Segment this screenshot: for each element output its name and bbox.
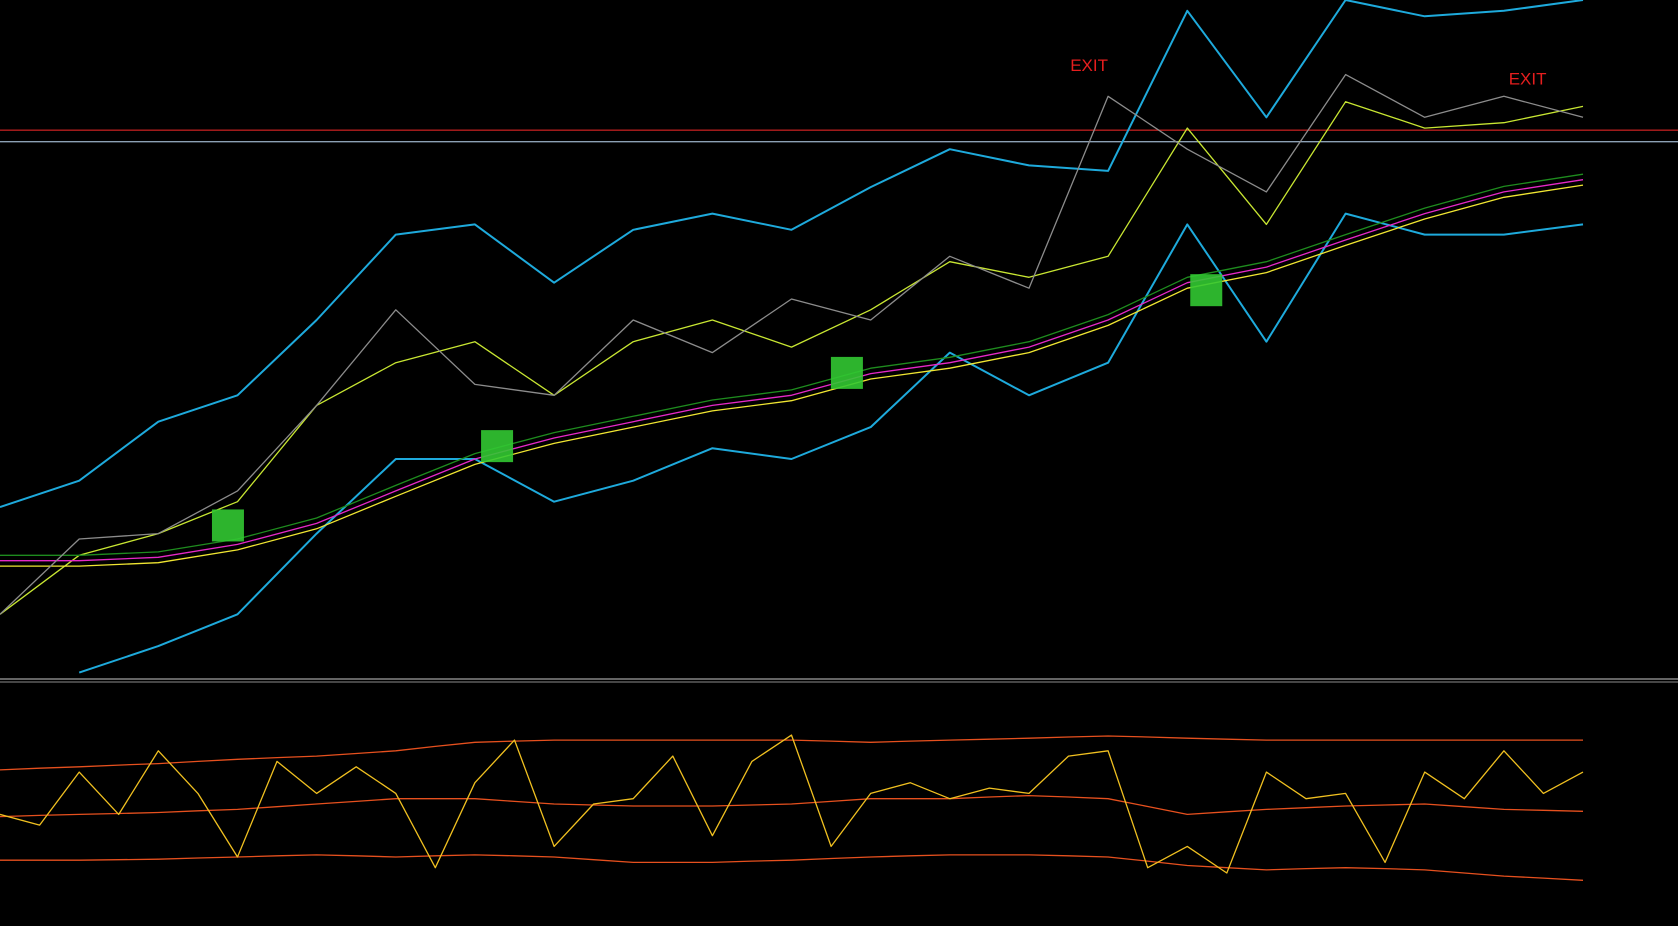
series-line <box>0 735 1583 771</box>
signal-marker <box>1190 274 1223 307</box>
series-line <box>0 179 1584 562</box>
series-line <box>0 794 1584 818</box>
signal-marker <box>481 430 514 463</box>
series-line <box>0 73 1584 615</box>
series-line <box>78 212 1584 674</box>
signal-marker <box>211 509 244 542</box>
series-line <box>0 173 1584 556</box>
series-line <box>0 0 1584 509</box>
signal-marker <box>830 356 863 389</box>
series-line <box>0 101 1584 615</box>
exit-label: EXIT <box>1070 56 1108 75</box>
series-line <box>0 854 1584 881</box>
series-line <box>0 734 1584 874</box>
exit-label: EXIT <box>1509 69 1547 88</box>
series-line <box>0 184 1584 567</box>
